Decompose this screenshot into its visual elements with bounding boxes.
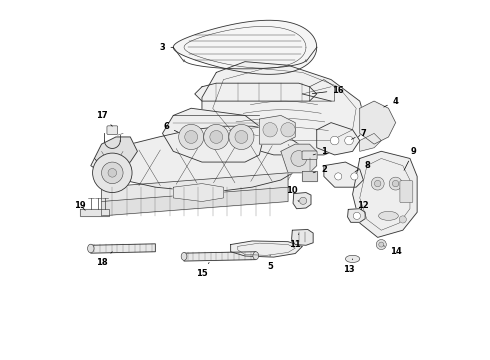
Ellipse shape (379, 211, 398, 220)
Polygon shape (302, 171, 318, 181)
Text: 16: 16 (312, 86, 344, 95)
Polygon shape (101, 173, 288, 202)
Polygon shape (259, 116, 295, 144)
Circle shape (399, 216, 406, 223)
Polygon shape (163, 108, 263, 162)
Text: 9: 9 (404, 147, 416, 170)
Polygon shape (231, 241, 302, 257)
Ellipse shape (88, 244, 94, 253)
Text: 6: 6 (163, 122, 178, 132)
Circle shape (353, 212, 361, 220)
Text: 14: 14 (384, 246, 401, 256)
Circle shape (344, 136, 353, 145)
FancyBboxPatch shape (302, 151, 317, 159)
Ellipse shape (181, 252, 187, 260)
Circle shape (229, 125, 254, 149)
Polygon shape (91, 244, 155, 253)
Circle shape (376, 239, 386, 249)
Text: 2: 2 (313, 165, 327, 174)
Polygon shape (91, 126, 302, 191)
Polygon shape (360, 101, 395, 144)
Polygon shape (281, 144, 317, 173)
Polygon shape (184, 252, 256, 261)
FancyBboxPatch shape (107, 126, 118, 134)
Text: 12: 12 (358, 201, 369, 210)
Circle shape (374, 180, 381, 187)
Polygon shape (202, 62, 367, 155)
Circle shape (93, 153, 132, 193)
Polygon shape (324, 162, 364, 187)
Circle shape (389, 177, 402, 190)
Polygon shape (353, 151, 417, 237)
Polygon shape (173, 184, 223, 202)
Text: 19: 19 (74, 201, 86, 210)
Polygon shape (293, 193, 311, 209)
Circle shape (392, 180, 399, 187)
Text: 10: 10 (286, 186, 299, 202)
Circle shape (335, 173, 342, 180)
Text: 7: 7 (351, 129, 366, 139)
Circle shape (179, 125, 204, 149)
Text: 1: 1 (313, 147, 327, 156)
Circle shape (351, 173, 358, 180)
Circle shape (101, 162, 123, 184)
Polygon shape (95, 137, 137, 166)
Polygon shape (360, 134, 381, 151)
Text: 8: 8 (355, 161, 370, 172)
Circle shape (108, 168, 117, 177)
Text: 5: 5 (267, 255, 273, 271)
Polygon shape (195, 83, 317, 101)
Text: 4: 4 (384, 96, 398, 107)
FancyBboxPatch shape (400, 181, 413, 203)
Circle shape (263, 123, 277, 137)
Circle shape (291, 150, 307, 166)
Circle shape (371, 177, 384, 190)
Text: 3: 3 (160, 43, 173, 52)
Circle shape (210, 131, 223, 143)
Ellipse shape (253, 252, 259, 260)
Text: 15: 15 (196, 262, 209, 278)
Text: 18: 18 (96, 252, 112, 267)
Circle shape (299, 197, 307, 204)
Polygon shape (292, 229, 313, 245)
Circle shape (330, 136, 339, 145)
Text: 17: 17 (96, 111, 112, 126)
Polygon shape (80, 209, 109, 216)
Polygon shape (101, 187, 288, 216)
Circle shape (185, 131, 197, 143)
Text: 13: 13 (343, 259, 355, 274)
Circle shape (235, 131, 248, 143)
Circle shape (379, 242, 384, 247)
Polygon shape (173, 20, 317, 75)
Polygon shape (317, 123, 360, 155)
Polygon shape (310, 80, 335, 101)
Circle shape (281, 123, 295, 137)
Ellipse shape (345, 255, 360, 262)
Polygon shape (347, 209, 365, 222)
Text: 11: 11 (289, 234, 301, 249)
Circle shape (204, 125, 229, 149)
